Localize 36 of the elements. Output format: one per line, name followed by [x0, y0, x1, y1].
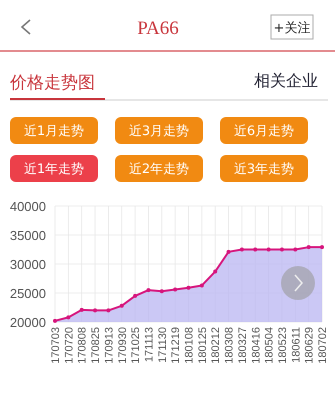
x-tick-label: 170930	[116, 327, 129, 364]
x-tick-label: 171025	[130, 327, 142, 364]
chart-title: PA66	[137, 18, 179, 39]
y-tick-label: 20000	[10, 315, 46, 330]
text: 价格走势图	[9, 73, 95, 93]
x-tick-label: 180416	[250, 327, 262, 364]
text: 近1月走势	[24, 124, 84, 139]
y-tick-label: 30000	[10, 257, 46, 272]
text: 近3月走势	[128, 124, 190, 139]
x-tick-label: 180327	[236, 327, 249, 364]
y-tick-label: 40000	[10, 199, 46, 214]
x-tick-label: 180629	[304, 327, 316, 364]
x-tick-label: 180125	[196, 327, 209, 364]
text: 近6月走势	[234, 124, 294, 139]
x-tick-label: 170703	[50, 327, 62, 364]
x-tick-label: 180212	[210, 327, 222, 364]
x-tick-label: 170808	[76, 327, 89, 364]
x-tick-label: 170825	[90, 327, 102, 364]
x-tick-label: 180702	[317, 327, 329, 364]
text: 近2年走势	[128, 162, 190, 177]
y-tick-label: 25000	[10, 286, 46, 301]
text: 相关企业	[254, 71, 318, 90]
x-tick-label: 180108	[184, 327, 196, 364]
x-tick-label: 180611	[290, 327, 302, 363]
x-tick-label: 170720	[63, 327, 76, 364]
x-tick-label: 180504	[264, 327, 276, 364]
y-tick-label: 35000	[10, 228, 46, 243]
text: 近1年走势	[24, 162, 84, 177]
x-tick-label: 170913	[103, 327, 116, 364]
x-tick-label: 171130	[156, 327, 169, 363]
x-tick-label: 171219	[170, 327, 182, 364]
text: +关注	[274, 21, 310, 36]
text: 近3年走势	[234, 162, 294, 177]
x-tick-label: 180523	[276, 327, 289, 364]
x-tick-label: 171113	[143, 327, 156, 362]
x-tick-label: 180308	[224, 327, 236, 364]
